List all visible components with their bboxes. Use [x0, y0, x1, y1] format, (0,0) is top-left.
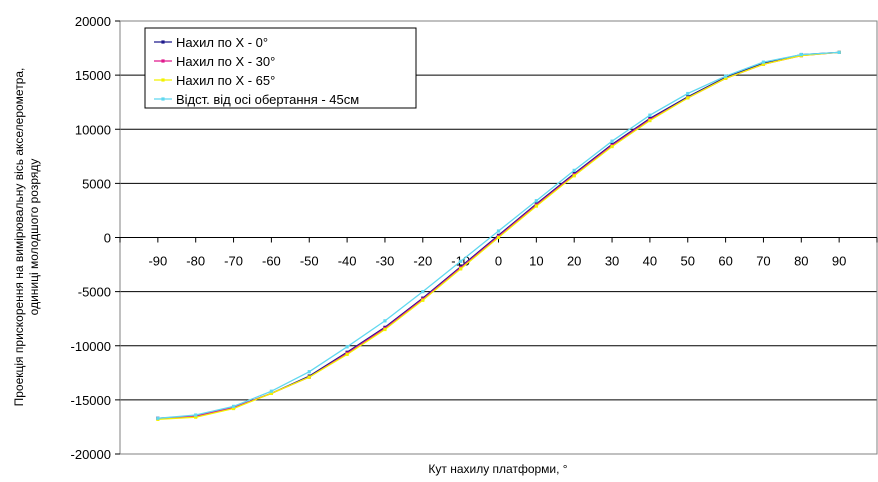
legend-label: Нахил по X - 65°	[176, 73, 275, 88]
y-tick-label: -15000	[71, 393, 111, 408]
x-tick-label: 50	[681, 254, 695, 269]
x-tick-label: -80	[186, 254, 205, 269]
data-point	[231, 404, 236, 408]
y-tick-label: -5000	[78, 285, 111, 300]
x-axis-title: Кут нахилу платформи, °	[428, 462, 567, 476]
y-tick-label: -10000	[71, 339, 111, 354]
data-point	[724, 74, 728, 78]
data-point	[610, 144, 614, 149]
data-point	[648, 118, 652, 123]
data-point	[459, 267, 463, 271]
data-point	[383, 327, 387, 332]
x-tick-label: 90	[832, 254, 846, 269]
data-point	[383, 319, 387, 323]
x-tick-label: 40	[643, 254, 657, 269]
legend-swatch-marker	[161, 78, 165, 82]
y-tick-label: 20000	[75, 14, 111, 29]
x-tick-label: 20	[567, 254, 581, 269]
y-axis-title: Проекція прискорення на вимірювальну віс…	[12, 68, 41, 407]
data-point	[534, 204, 538, 208]
legend-box	[144, 27, 417, 109]
data-point	[194, 415, 198, 419]
x-tick-labels: -90-80-70-60-50-40-30-20-100102030405060…	[119, 237, 878, 269]
legend: Нахил по X - 0° Нахил по X - 30° Нахил по …	[144, 27, 417, 109]
data-point	[686, 96, 690, 100]
x-tick-label: 80	[794, 254, 808, 269]
y-tick-label: 0	[104, 231, 111, 246]
data-point	[572, 174, 576, 178]
y-tick-label: -20000	[71, 447, 111, 462]
y-tick-label: 5000	[82, 176, 111, 191]
x-tick-label: 70	[756, 254, 770, 269]
x-tick-label: 60	[718, 254, 732, 269]
legend-item: Нахил по X - 30°	[154, 54, 275, 69]
legend-item: Нахил по X - 65°	[154, 73, 275, 88]
x-tick-label: -50	[300, 254, 319, 269]
data-point	[269, 391, 273, 395]
y-tick-label: 15000	[75, 68, 111, 83]
legend-item: Відст. від осі обертання - 45см	[154, 92, 359, 107]
x-tick-label: -20	[413, 254, 432, 269]
y-tick-label: 10000	[75, 122, 111, 137]
data-point	[307, 375, 311, 379]
x-tick-label: 30	[605, 254, 619, 269]
legend-item: Нахил по X - 0°	[154, 35, 268, 50]
data-point	[761, 62, 766, 66]
series-4	[156, 50, 841, 420]
legend-label: Відст. від осі обертання - 45см	[176, 92, 359, 107]
data-point	[496, 235, 501, 240]
data-point	[231, 406, 236, 411]
x-tick-label: 0	[495, 254, 502, 269]
legend-swatch-marker	[161, 97, 165, 101]
x-tick-label: -70	[224, 254, 243, 269]
data-point	[610, 139, 614, 143]
y-axis-title-line-2: одиниці молодшого розряду	[27, 159, 41, 316]
data-point	[534, 199, 538, 203]
legend-swatch-marker	[161, 59, 165, 63]
legend-swatch-marker	[161, 40, 165, 44]
x-tick-label: -30	[376, 254, 395, 269]
legend-label: Нахил по X - 30°	[176, 54, 275, 69]
x-tick-label: 10	[529, 254, 543, 269]
x-tick-label: -60	[262, 254, 281, 269]
data-point	[724, 76, 728, 80]
data-point	[761, 60, 766, 64]
y-tick-labels: -20000 -15000 -10000 -5000 0 5000 10000 15000 20…	[71, 14, 120, 462]
data-point	[421, 290, 425, 294]
data-point	[307, 370, 311, 374]
x-tick-label: -40	[338, 254, 357, 269]
legend-label: Нахил по X - 0°	[176, 35, 268, 50]
data-point	[496, 229, 501, 233]
data-point	[345, 345, 349, 349]
data-point	[837, 50, 841, 54]
y-axis-title-line-1: Проекція прискорення на вимірювальну віс…	[12, 68, 26, 407]
data-point	[345, 352, 349, 357]
series-lines	[156, 50, 841, 421]
data-point	[572, 168, 576, 172]
data-point	[156, 416, 160, 420]
data-point	[686, 91, 690, 96]
data-point	[799, 52, 803, 57]
data-point	[269, 389, 273, 393]
data-point	[459, 259, 463, 263]
x-tick-label: -90	[148, 254, 167, 269]
data-point	[648, 113, 652, 117]
data-point	[421, 298, 425, 302]
data-point	[194, 413, 198, 417]
